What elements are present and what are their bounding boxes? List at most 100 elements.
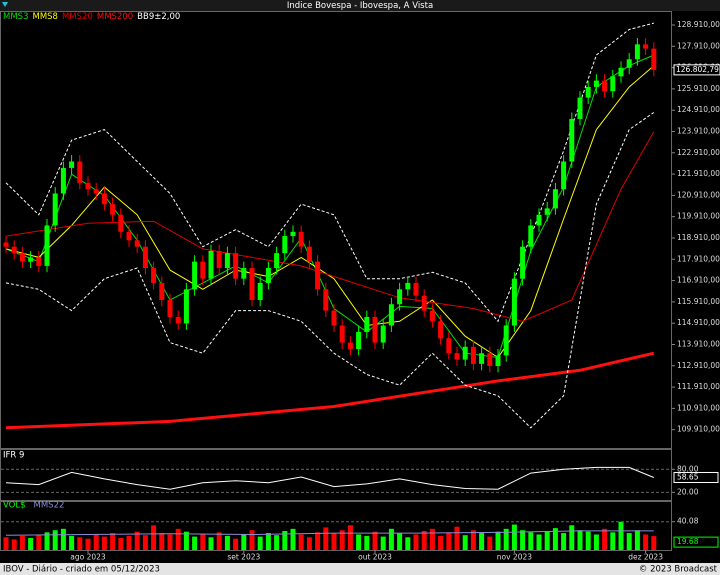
candle-body	[44, 225, 50, 266]
volume-bar	[77, 537, 83, 550]
candle-body	[462, 346, 468, 360]
volume-bar	[183, 531, 189, 550]
volume-bar	[626, 533, 632, 550]
candle-body	[602, 80, 608, 92]
y-tick-label: 114.910,00	[677, 318, 720, 327]
legend-entry: MMS200	[97, 12, 133, 22]
candle-body	[249, 268, 255, 300]
indicator-line	[5, 65, 655, 359]
volume-bar	[249, 530, 255, 550]
x-tick-label: out 2023	[358, 553, 392, 562]
legend-entry: MMS8	[32, 12, 57, 22]
panel-title: IFR 9	[3, 451, 24, 461]
candle-body	[388, 304, 394, 326]
candle-body	[446, 338, 452, 354]
panel-title: VOL$	[3, 501, 26, 511]
volume-bar	[257, 536, 263, 550]
y-tick-label: 124.910,00	[677, 105, 720, 114]
x-tick-label: ago 2023	[70, 553, 106, 562]
menu-icon[interactable]	[2, 2, 8, 7]
y-tick-label: 123.910,00	[677, 126, 720, 135]
volume-bar	[405, 537, 411, 550]
volume-bar	[11, 539, 17, 550]
volume-bar	[364, 535, 370, 550]
candle-body	[364, 317, 370, 332]
volume-bar	[495, 531, 501, 550]
candle-body	[200, 261, 206, 279]
x-tick-label: set 2023	[227, 553, 260, 562]
candle-body	[470, 346, 476, 364]
volume-bar	[372, 531, 378, 550]
volume-panel	[0, 501, 672, 551]
volume-bar	[159, 533, 165, 550]
candle-body	[438, 321, 444, 339]
y-tick-label: 128.910,00	[677, 20, 720, 29]
volume-bar	[544, 530, 550, 550]
volume-bar	[224, 535, 230, 550]
volume-bar	[339, 530, 345, 550]
volume-bar	[438, 535, 444, 550]
volume-bar	[528, 532, 534, 550]
price-panel	[0, 11, 672, 449]
candle-body	[487, 353, 493, 366]
volume-bar	[274, 535, 280, 550]
candle-body	[19, 253, 25, 262]
volume-bar	[134, 531, 140, 550]
indicator-line	[5, 351, 655, 430]
volume-bar	[44, 532, 50, 550]
y-tick-label: 110.910,00	[677, 403, 720, 412]
volume-bar	[52, 530, 58, 550]
volume-bar	[643, 534, 649, 550]
y-tick-label: 120.910,00	[677, 190, 720, 199]
footer-left: IBOV - Diário - criado em 05/12/2023	[3, 565, 160, 575]
volume-bar	[593, 534, 599, 550]
candle-body	[577, 97, 583, 119]
y-tick-label: 121.910,00	[677, 169, 720, 178]
candle-body	[118, 214, 124, 232]
volume-bar	[93, 534, 99, 550]
volume-bar	[397, 533, 403, 550]
candle-body	[405, 282, 411, 290]
volume-bar	[380, 536, 386, 550]
volume-bar	[429, 528, 435, 550]
candle-body	[421, 295, 427, 311]
candle-body	[643, 44, 649, 49]
legend-entry: MMS22	[34, 501, 65, 511]
volume-bar	[151, 525, 157, 550]
volume-bar	[561, 533, 567, 550]
candle-body	[306, 246, 312, 262]
candle-body	[60, 167, 66, 194]
candle-body	[101, 193, 107, 205]
candle-body	[192, 261, 198, 290]
volume-bar	[610, 532, 616, 550]
candle-body	[52, 193, 58, 226]
volume-bar	[126, 535, 132, 550]
value-box-label: 58.65	[677, 472, 699, 481]
volume-bar	[470, 530, 476, 550]
indicator-line	[5, 112, 655, 429]
y-tick-label: 127.910,00	[677, 41, 720, 50]
candle-body	[175, 317, 181, 324]
volume-bar	[101, 536, 107, 550]
candle-body	[429, 310, 435, 322]
candle-body	[11, 246, 17, 254]
volume-bar	[503, 528, 509, 550]
volume-bar	[290, 528, 296, 550]
candle-body	[167, 299, 173, 318]
y-tick-label: 115.910,00	[677, 297, 720, 306]
candle-body	[315, 261, 321, 290]
y-tick-label: 80.00	[677, 464, 699, 473]
candle-body	[593, 80, 599, 87]
volume-bar	[577, 530, 583, 550]
candle-body	[233, 253, 239, 279]
volume-bar	[110, 533, 116, 550]
volume-bar	[511, 524, 517, 550]
candle-body	[339, 325, 345, 343]
y-tick-label: 20.00	[677, 487, 699, 496]
ifr-panel	[0, 449, 672, 501]
candle-body	[298, 231, 304, 247]
candle-body	[380, 325, 386, 343]
candle-body	[3, 242, 9, 247]
volume-bar	[28, 538, 34, 550]
